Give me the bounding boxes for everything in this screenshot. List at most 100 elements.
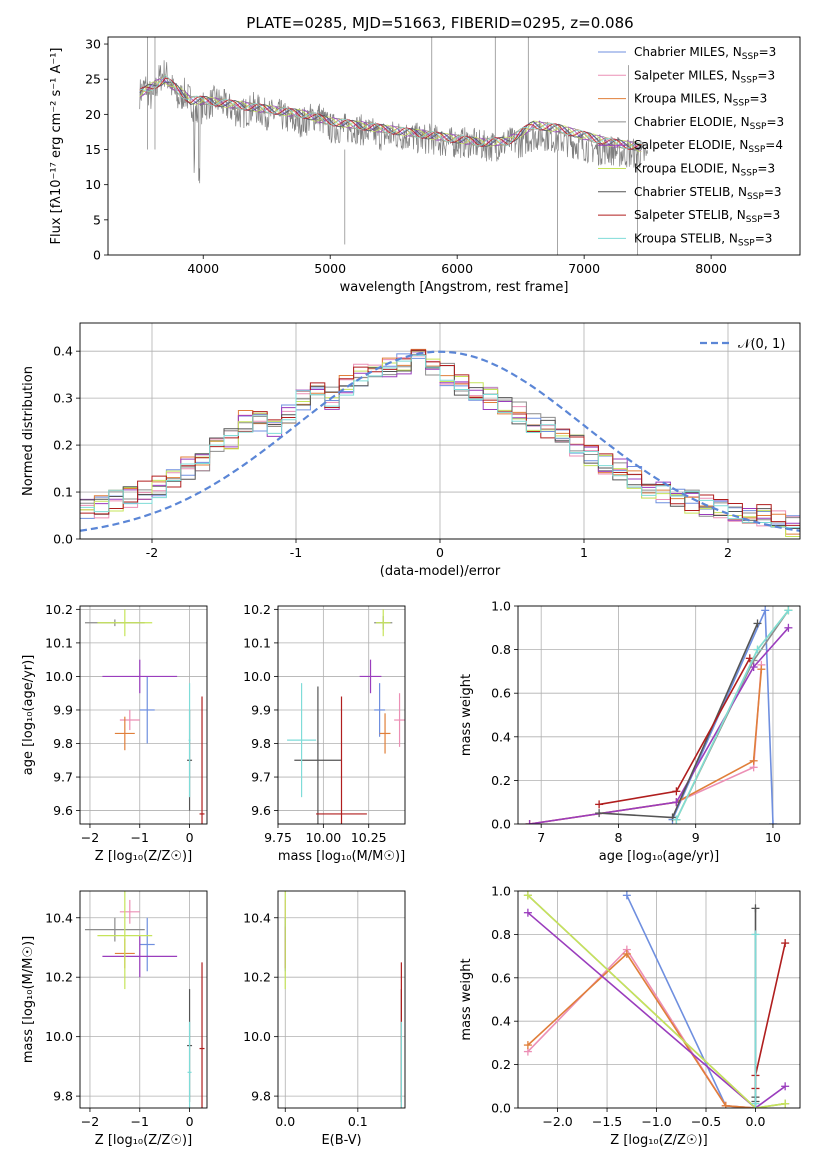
y-tick-label: 5 bbox=[93, 212, 101, 227]
plot-area bbox=[84, 891, 205, 1108]
y-tick-label: 0.4 bbox=[53, 344, 73, 359]
legend-subscript: SSP bbox=[750, 122, 767, 132]
histogram-step bbox=[80, 349, 800, 539]
errorbar-point bbox=[375, 609, 391, 637]
errorbar-point bbox=[374, 683, 386, 737]
y-tick-label: 25 bbox=[85, 72, 101, 87]
axes: -2 -1 0 1 2 0.0 0.1 0.2 0.3 0.4 (data-model)/error… bbox=[21, 322, 801, 579]
legend-value: =4 bbox=[765, 138, 783, 152]
axes-frame bbox=[277, 605, 406, 825]
legend-entry: Kroupa MILES, NSSP=3 bbox=[634, 92, 767, 109]
axes-frame bbox=[79, 322, 801, 540]
x-tick-label: 0 bbox=[436, 545, 444, 560]
y-tick-label: 0.4 bbox=[491, 729, 511, 744]
legend-subscript: SSP bbox=[742, 52, 759, 62]
y-tick-label: 0.2 bbox=[491, 1057, 511, 1072]
errorbar-point bbox=[114, 716, 135, 751]
y-tick-label: 1.0 bbox=[491, 884, 511, 899]
errorbar-point bbox=[287, 683, 317, 798]
x-tick-label: −1 bbox=[131, 1114, 149, 1129]
legend-subscript: SSP bbox=[741, 169, 758, 179]
x-axis-label: Z [log₁₀(Z/Z☉)] bbox=[95, 849, 192, 864]
weight-marker bbox=[595, 809, 604, 818]
legend-text: Kroupa MILES, N bbox=[634, 92, 733, 106]
legend-text: Chabrier MILES, N bbox=[634, 45, 742, 59]
y-tick-label: 0.6 bbox=[491, 686, 511, 701]
x-tick-label: 1 bbox=[580, 545, 588, 560]
y-axis-label: Flux [fλ10⁻¹⁷ erg cm⁻² s⁻¹ A⁻¹] bbox=[49, 48, 64, 245]
x-tick-label: 10.00 bbox=[305, 830, 341, 845]
errorbar-point bbox=[102, 935, 178, 978]
x-tick-label: −2 bbox=[81, 830, 99, 845]
y-axis-label: mass weight bbox=[459, 674, 474, 756]
x-tick-label: 0 bbox=[186, 1114, 194, 1129]
x-axis-label: wavelength [Angstrom, rest frame] bbox=[340, 280, 569, 295]
axes: 9.75 10.00 10.25 9.6 9.7 9.8 9.9 10.0 10.1 10.2 ma… bbox=[243, 602, 406, 864]
y-tick-label: 30 bbox=[85, 37, 101, 52]
errorbar-point bbox=[359, 659, 382, 694]
x-tick-label: 6000 bbox=[441, 261, 473, 276]
legend-text: Chabrier ELODIE, N bbox=[634, 115, 750, 129]
x-axis-label: E(B-V) bbox=[321, 1133, 361, 1148]
weight-line bbox=[527, 912, 786, 1108]
x-tick-label: 0.1 bbox=[348, 1114, 368, 1129]
y-tick-label: 0.0 bbox=[53, 532, 73, 547]
x-tick-label: 8 bbox=[614, 830, 622, 845]
plot-area bbox=[523, 891, 790, 1108]
x-axis-label: (data-model)/error bbox=[380, 564, 501, 579]
mass-vs-ebv-panel: 0.0 0.1 9.8 10.0 10.2 10.4 E(B-V) bbox=[243, 890, 406, 1148]
legend-subscript: SSP bbox=[748, 145, 765, 155]
errorbar-point bbox=[188, 683, 191, 798]
y-tick-label: 10.2 bbox=[45, 970, 73, 985]
legend-value: =3 bbox=[766, 115, 784, 129]
x-tick-label: −0.5 bbox=[691, 1114, 721, 1129]
weight-line bbox=[626, 894, 756, 1108]
weight-marker bbox=[751, 1099, 760, 1108]
y-tick-label: 9.8 bbox=[53, 1089, 73, 1104]
y-tick-label: 0.0 bbox=[491, 817, 511, 832]
legend-text: Salpeter STELIB, N bbox=[634, 208, 746, 222]
grid bbox=[80, 606, 207, 824]
weight-line bbox=[527, 952, 756, 1108]
y-tick-label: 20 bbox=[85, 107, 101, 122]
errorbar-point bbox=[294, 686, 342, 824]
x-tick-label: 7000 bbox=[568, 261, 600, 276]
weight-marker bbox=[751, 930, 760, 939]
x-tick-label: −1.5 bbox=[592, 1114, 622, 1129]
errorbar-point bbox=[97, 609, 153, 637]
errorbar-point bbox=[119, 899, 140, 924]
weight-line bbox=[527, 948, 756, 1108]
y-tick-label: 10 bbox=[85, 177, 101, 192]
legend-text: Salpeter ELODIE, N bbox=[634, 138, 748, 152]
y-axis-label: age [log₁₀(age/yr)] bbox=[21, 655, 36, 776]
massweight-vs-z-panel: −2.0 −1.5 −1.0 −0.5 0.0 0.0 0.2 0.4 0.6 0.8 1.0 Z [… bbox=[459, 884, 801, 1148]
weight-marker bbox=[753, 645, 762, 654]
plot-area bbox=[80, 348, 800, 539]
weight-marker bbox=[757, 665, 766, 674]
age-vs-mass-panel: 9.75 10.00 10.25 9.6 9.7 9.8 9.9 10.0 10.1 10.2 ma… bbox=[243, 602, 406, 864]
legend-subscript: SSP bbox=[746, 215, 763, 225]
x-tick-label: 0 bbox=[186, 830, 194, 845]
residuals-panel: -2 -1 0 1 2 0.0 0.1 0.2 0.3 0.4 (data-model)/error… bbox=[21, 322, 801, 579]
weight-marker bbox=[622, 949, 631, 958]
weight-marker bbox=[781, 1082, 790, 1091]
x-tick-label: -1 bbox=[290, 545, 302, 560]
model-line bbox=[139, 74, 642, 149]
spectrum-data-line bbox=[139, 60, 648, 184]
x-tick-label: 10.25 bbox=[351, 830, 387, 845]
x-tick-label: 5000 bbox=[314, 261, 346, 276]
model-line bbox=[139, 78, 642, 152]
plot-area bbox=[139, 37, 648, 255]
legend-text: Chabrier STELIB, N bbox=[634, 185, 747, 199]
y-tick-label: 10.1 bbox=[243, 635, 271, 650]
grid bbox=[80, 323, 800, 540]
weight-marker bbox=[595, 800, 604, 809]
x-tick-label: 8000 bbox=[695, 261, 727, 276]
weight-marker bbox=[784, 623, 793, 632]
model-line bbox=[139, 74, 642, 150]
plot-area bbox=[284, 891, 402, 1108]
plot-area bbox=[287, 609, 405, 824]
legend-entry: Kroupa STELIB, NSSP=3 bbox=[634, 231, 772, 248]
weight-line bbox=[527, 894, 786, 1108]
y-axis-label: mass weight bbox=[459, 958, 474, 1040]
